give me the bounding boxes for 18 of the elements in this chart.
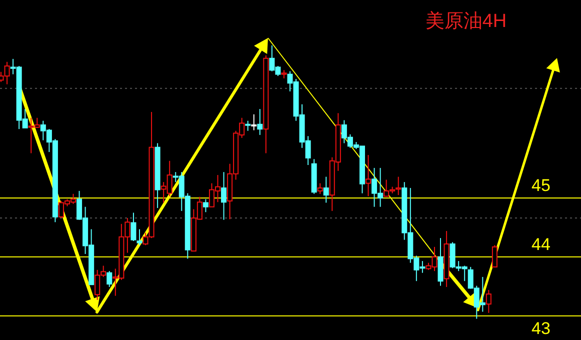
- candlestick: [257, 108, 263, 136]
- candlestick: [323, 176, 329, 204]
- ref-line-label: 44: [532, 234, 550, 254]
- candlestick: [251, 114, 257, 131]
- candlestick: [130, 212, 136, 242]
- ref-line-label: 43: [532, 318, 550, 338]
- ref-line-label: 45: [532, 176, 550, 195]
- candlestick: [106, 270, 112, 288]
- text: 美原油4H: [425, 10, 507, 32]
- candlestick: [4, 61, 10, 85]
- candlestick: [366, 154, 372, 197]
- candlestick: [486, 289, 492, 314]
- candlestick: [221, 172, 227, 220]
- candlestick: [136, 228, 142, 246]
- candlestick: [245, 120, 251, 132]
- candlestick: [202, 198, 208, 213]
- candlestick: [492, 244, 498, 268]
- candlestick: [317, 182, 323, 194]
